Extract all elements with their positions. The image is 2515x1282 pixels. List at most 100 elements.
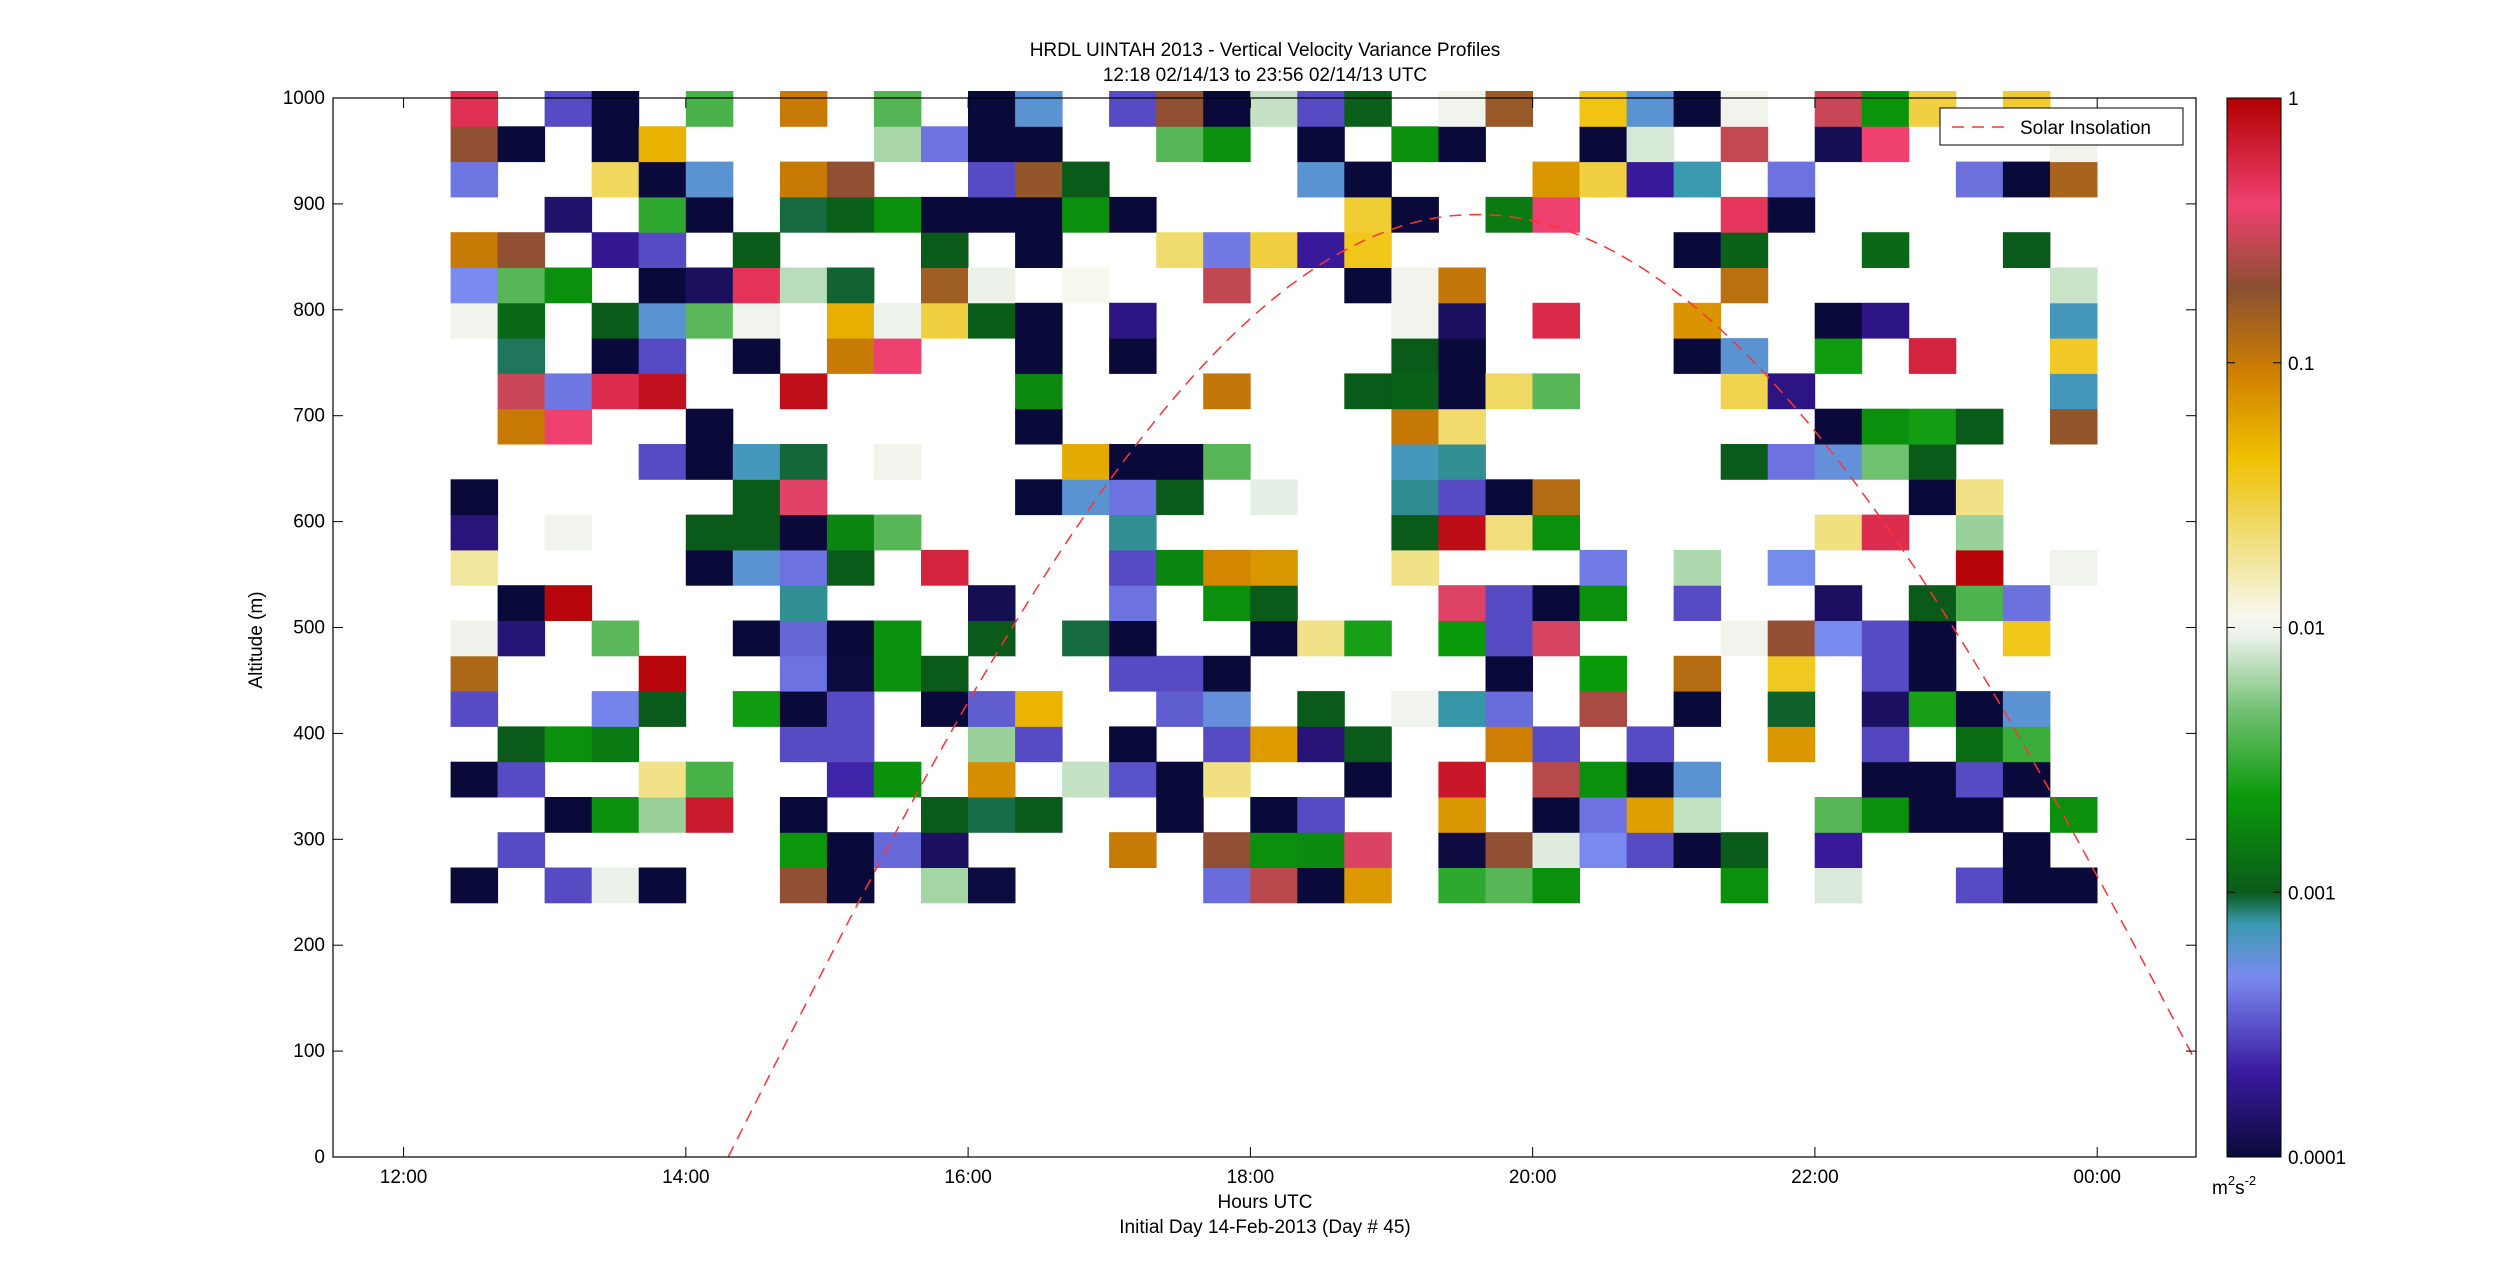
heatmap-cell [685, 549, 734, 586]
heatmap-cell [685, 408, 734, 445]
heatmap-cell [873, 761, 922, 798]
heatmap-cell [1955, 514, 2004, 551]
heatmap-cell [1109, 302, 1157, 339]
x-axis: 12:00 14:00 16:00 18:00 20:00 22:00 00:00 [380, 98, 2121, 1188]
colorbar-tick-label: 0.001 [2288, 883, 2336, 904]
heatmap-cell [779, 514, 828, 551]
heatmap-cell [1485, 726, 1533, 763]
heatmap-cell [1297, 691, 1345, 727]
heatmap-cell [450, 161, 499, 198]
heatmap-cell [1532, 620, 1580, 657]
heatmap-cell [685, 444, 734, 480]
heatmap-cell [1156, 655, 1204, 692]
heatmap-cell [1438, 267, 1486, 304]
y-tick-label: 800 [293, 300, 325, 321]
heatmap-cell [779, 91, 828, 127]
heatmap-cell [1015, 726, 1063, 763]
heatmap-cell [1720, 444, 1769, 480]
y-tick-label: 900 [293, 194, 325, 215]
heatmap-cell [1579, 549, 1627, 586]
heatmap-cell [779, 267, 828, 304]
heatmap-cell [779, 585, 828, 621]
heatmap-cell [826, 691, 875, 727]
heatmap-cell [968, 867, 1016, 904]
heatmap-cell [732, 549, 781, 586]
heatmap-cell [2050, 408, 2098, 445]
heatmap-cell [1250, 549, 1298, 586]
heatmap-cell [2050, 549, 2098, 586]
heatmap-cell [1062, 161, 1110, 198]
heatmap-cell [1626, 161, 1675, 198]
heatmap-cell [2050, 267, 2098, 304]
heatmap-cell [591, 126, 640, 163]
heatmap-cell [1861, 91, 1910, 127]
heatmap-cell [1250, 91, 1298, 127]
heatmap-cell [1579, 797, 1627, 833]
heatmap-cell [497, 408, 546, 445]
heatmap-cell [1579, 126, 1627, 163]
heatmap-cell [1814, 514, 1863, 551]
heatmap-cell [1720, 196, 1769, 233]
heatmap-cell [1156, 232, 1204, 268]
heatmap-cell [1109, 761, 1157, 798]
heatmap-cell [1814, 585, 1863, 621]
heatmap-cell [1438, 761, 1486, 798]
heatmap-cell [685, 161, 734, 198]
heatmap-cell [1109, 444, 1157, 480]
heatmap-cell [1720, 373, 1769, 410]
heatmap-cell [1673, 91, 1722, 127]
heatmap-cell [2002, 726, 2051, 763]
heatmap-cell [1344, 726, 1392, 763]
heatmap-cell [873, 91, 922, 127]
heatmap-cell [638, 691, 687, 727]
heatmap-cell [450, 514, 499, 551]
heatmap-cell [1955, 797, 2004, 833]
heatmap-cell [2002, 691, 2051, 727]
heatmap-cell [1438, 514, 1486, 551]
heatmap-cell [638, 444, 687, 480]
heatmap-cell [1720, 232, 1769, 268]
heatmap-cell [1485, 514, 1533, 551]
heatmap-cell [921, 797, 969, 833]
heatmap-cell [1673, 338, 1722, 374]
heatmap-cell [2002, 161, 2051, 198]
x-tick-label: 18:00 [1227, 1167, 1275, 1188]
heatmap-cell [497, 232, 546, 268]
x-tick-label: 12:00 [380, 1167, 428, 1188]
heatmap-cell [2050, 867, 2098, 904]
heatmap-cell [2002, 867, 2051, 904]
heatmap-cell [1250, 232, 1298, 268]
heatmap-cell [1391, 549, 1439, 586]
heatmap-cell [638, 302, 687, 339]
heatmap-cell [497, 585, 546, 621]
heatmap-cell [968, 585, 1016, 621]
heatmap-cell [1861, 797, 1910, 833]
heatmap-cell [1062, 196, 1110, 233]
heatmap-cell [1532, 585, 1580, 621]
heatmap-cell [826, 549, 875, 586]
heatmap-cell [450, 267, 499, 304]
heatmap-cell [873, 655, 922, 692]
y-tick-label: 100 [293, 1041, 325, 1062]
heatmap-cell [1015, 338, 1063, 374]
x-tick-label: 14:00 [662, 1167, 710, 1188]
heatmap-cell [638, 161, 687, 198]
heatmap-cell [1955, 161, 2004, 198]
heatmap-cell [1015, 196, 1063, 233]
heatmap-cell [1438, 91, 1486, 127]
heatmap-cell [544, 408, 593, 445]
heatmap-cell [968, 726, 1016, 763]
heatmap-cell [732, 620, 781, 657]
heatmap-cell [497, 726, 546, 763]
x-axis-label: Hours UTC [1217, 1192, 1312, 1213]
heatmap-cell [591, 302, 640, 339]
heatmap-cell [2050, 161, 2098, 198]
heatmap-cell [1297, 161, 1345, 198]
heatmap-cell [779, 196, 828, 233]
heatmap-cell [1485, 867, 1533, 904]
heatmap-cell [1438, 302, 1486, 339]
heatmap-cell [1955, 761, 2004, 798]
heatmap-cell [1485, 479, 1533, 516]
heatmap-cell [1344, 761, 1392, 798]
heatmap-cell [1156, 691, 1204, 727]
